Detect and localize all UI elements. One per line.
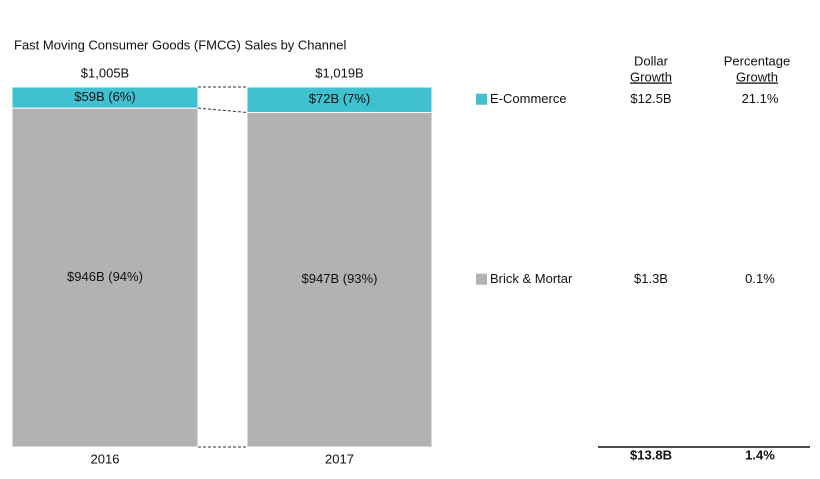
- legend-label: E-Commerce: [490, 91, 567, 106]
- growth-total: $13.8B: [630, 447, 672, 462]
- growth-value: $1.3B: [634, 271, 668, 286]
- legend-label: Brick & Mortar: [490, 271, 573, 286]
- growth-value: 21.1%: [742, 91, 779, 106]
- growth-total: 1.4%: [745, 447, 775, 462]
- growth-value: 0.1%: [745, 271, 775, 286]
- growth-header: Growth: [736, 69, 778, 84]
- chart-title: Fast Moving Consumer Goods (FMCG) Sales …: [14, 37, 346, 52]
- total-label: $1,019B: [315, 65, 363, 80]
- data-label: $947B (93%): [302, 271, 378, 286]
- growth-value: $12.5B: [630, 91, 671, 106]
- legend-swatch: [476, 93, 487, 105]
- data-label: $946B (94%): [67, 269, 143, 284]
- x-tick-label: 2016: [91, 451, 120, 466]
- bar-segment: [246, 86, 433, 113]
- legend-swatch: [476, 273, 487, 285]
- growth-header: Percentage: [724, 53, 791, 68]
- x-tick-label: 2017: [325, 451, 354, 466]
- growth-header: Growth: [630, 69, 672, 84]
- data-label: $59B (6%): [74, 89, 135, 104]
- connector: [197, 107, 248, 113]
- bar-segment: [11, 86, 199, 109]
- data-label: $72B (7%): [309, 91, 370, 106]
- total-label: $1,005B: [81, 65, 129, 80]
- bar-segment: [11, 107, 199, 448]
- growth-header: Dollar: [634, 53, 669, 68]
